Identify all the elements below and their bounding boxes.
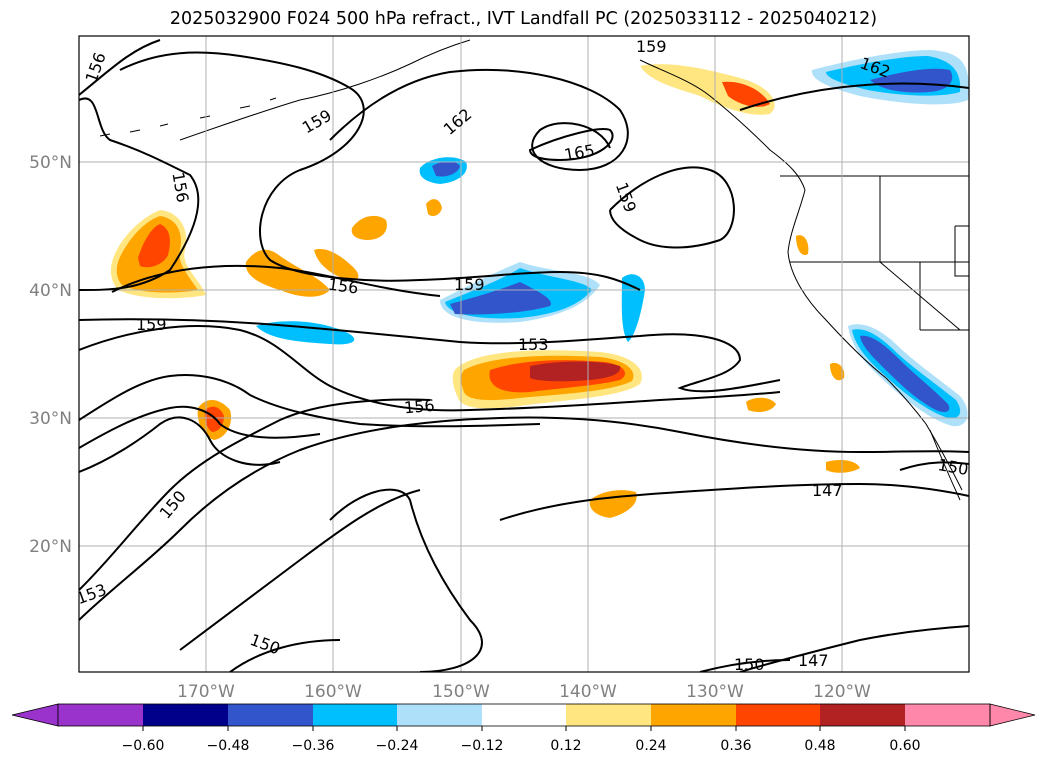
- anomaly-positive-north-b: [426, 199, 442, 216]
- coastline-bc: [639, 59, 806, 191]
- colorbar-extend-low: [11, 703, 59, 727]
- contour-147-bottom: [739, 625, 969, 672]
- lon-label-160w: 160°W: [304, 682, 362, 702]
- anomaly-negative-coast-core: [860, 335, 950, 412]
- contour-label: 147: [812, 481, 843, 500]
- contour-159-ridge: [79, 97, 200, 291]
- contour-label: 156: [327, 275, 360, 298]
- latitude-labels: 50°N 40°N 30°N 20°N: [29, 153, 72, 557]
- colorbar-segment: [820, 704, 905, 726]
- contour-150-bottom-east: [699, 659, 791, 672]
- coastline-alaska: [179, 39, 471, 141]
- contour-162: [329, 69, 629, 172]
- colorbar-segment: [228, 704, 313, 726]
- anomaly-positive-coast-a: [746, 397, 776, 412]
- lon-label-150w: 150°W: [432, 682, 490, 702]
- colorbar-tick-label: −0.60: [122, 738, 165, 754]
- colorbar-segment: [313, 704, 397, 726]
- contour-153-west: [79, 405, 321, 449]
- lon-label-130w: 130°W: [686, 682, 744, 702]
- height-contours: [79, 39, 969, 672]
- anomaly-positive-west-core: [138, 224, 170, 268]
- contour-156-south: [79, 325, 781, 412]
- colorbar-segment: [566, 704, 651, 726]
- contour-156-north: [79, 39, 161, 96]
- anomaly-negative-north-core: [432, 161, 460, 177]
- colorbar-extend-high: [989, 703, 1036, 727]
- lat-label-50n: 50°N: [29, 153, 72, 173]
- colorbar-tick-label: 0.24: [635, 738, 666, 754]
- lat-label-40n: 40°N: [29, 281, 72, 301]
- colorbar-segment: [58, 704, 143, 726]
- colorbar-segment: [482, 704, 566, 726]
- contour-label: 156: [403, 396, 435, 418]
- contour-159-east: [609, 166, 735, 249]
- anomaly-negative-west-band: [256, 321, 355, 345]
- anomaly-negative-tail: [621, 274, 645, 342]
- state-borders: [780, 175, 969, 331]
- contour-label: 150: [734, 655, 765, 674]
- anomaly-positive-southwest-core: [204, 406, 224, 432]
- contour-label: 159: [454, 275, 485, 294]
- anomaly-positive-north-a: [351, 215, 387, 240]
- anomaly-positive-central-max: [530, 361, 621, 382]
- contour-150-west: [79, 416, 281, 473]
- contour-150-south: [179, 489, 421, 651]
- anomaly-negative-northeast-core: [870, 68, 953, 93]
- coastlines: [99, 39, 969, 501]
- longitude-labels: 170°W 160°W 150°W 140°W 130°W 120°W: [177, 682, 871, 702]
- lon-label-140w: 140°W: [559, 682, 617, 702]
- colorbar-tick-label: −0.48: [207, 738, 250, 754]
- colorbar-segment: [905, 704, 990, 726]
- lon-label-170w: 170°W: [177, 682, 235, 702]
- map-frame: [78, 35, 970, 673]
- contour-153-southwest: [79, 416, 969, 621]
- colorbar-tick-label: 0.12: [550, 738, 581, 754]
- colorbar-frame: [57, 703, 991, 727]
- anomaly-positive-band-west: [245, 249, 330, 297]
- contour-150-bottom: [229, 639, 341, 672]
- colorbar-segment: [143, 704, 228, 726]
- colorbar-ticks: [142, 726, 906, 731]
- contour-162-east: [739, 82, 969, 111]
- colorbar-tick-label: 0.36: [720, 738, 751, 754]
- lon-label-120w: 120°W: [813, 682, 871, 702]
- shaded-anomaly-regions: [110, 50, 969, 518]
- lat-label-30n: 30°N: [29, 409, 72, 429]
- contour-label: 159: [636, 37, 667, 56]
- contour-150-east: [899, 461, 969, 471]
- contour-159-south: [111, 264, 441, 297]
- contour-165: [528, 128, 614, 162]
- anomaly-positive-northeast-core: [722, 81, 770, 107]
- contour-label: 147: [798, 651, 829, 670]
- contour-147-south: [499, 482, 969, 521]
- map-title: 2025032900 F024 500 hPa refract., IVT La…: [169, 9, 878, 29]
- lat-label-20n: 20°N: [29, 537, 72, 557]
- colorbar-segment: [397, 704, 482, 726]
- colorbar-tick-label: 0.60: [889, 738, 920, 754]
- anomaly-positive-coast-d: [796, 235, 809, 256]
- coastline-west-us: [787, 189, 963, 491]
- contour-153-axis: [79, 318, 781, 393]
- contour-closed-south: [329, 488, 483, 672]
- contour-label: 153: [518, 335, 549, 354]
- contour-156-west: [79, 374, 541, 428]
- anomaly-positive-coast-c: [830, 362, 845, 381]
- colorbar-tick-label: −0.12: [461, 738, 504, 754]
- colorbar-segment: [736, 704, 820, 726]
- anomaly-positive-band-east: [314, 249, 359, 281]
- contour-label: 159: [136, 315, 167, 334]
- contour-159-alaska: [119, 51, 641, 291]
- colorbar-tick-label: 0.48: [804, 738, 835, 754]
- anomaly-positive-coast-b: [826, 460, 860, 473]
- colorbar-tick-label: −0.24: [376, 738, 419, 754]
- colorbar-segment: [651, 704, 736, 726]
- colorbar-tick-label: −0.36: [292, 738, 335, 754]
- contour-150-southwest: [79, 398, 431, 591]
- colorbar: −0.60 −0.48 −0.36 −0.24 −0.12 0.12 0.24 …: [11, 703, 1036, 754]
